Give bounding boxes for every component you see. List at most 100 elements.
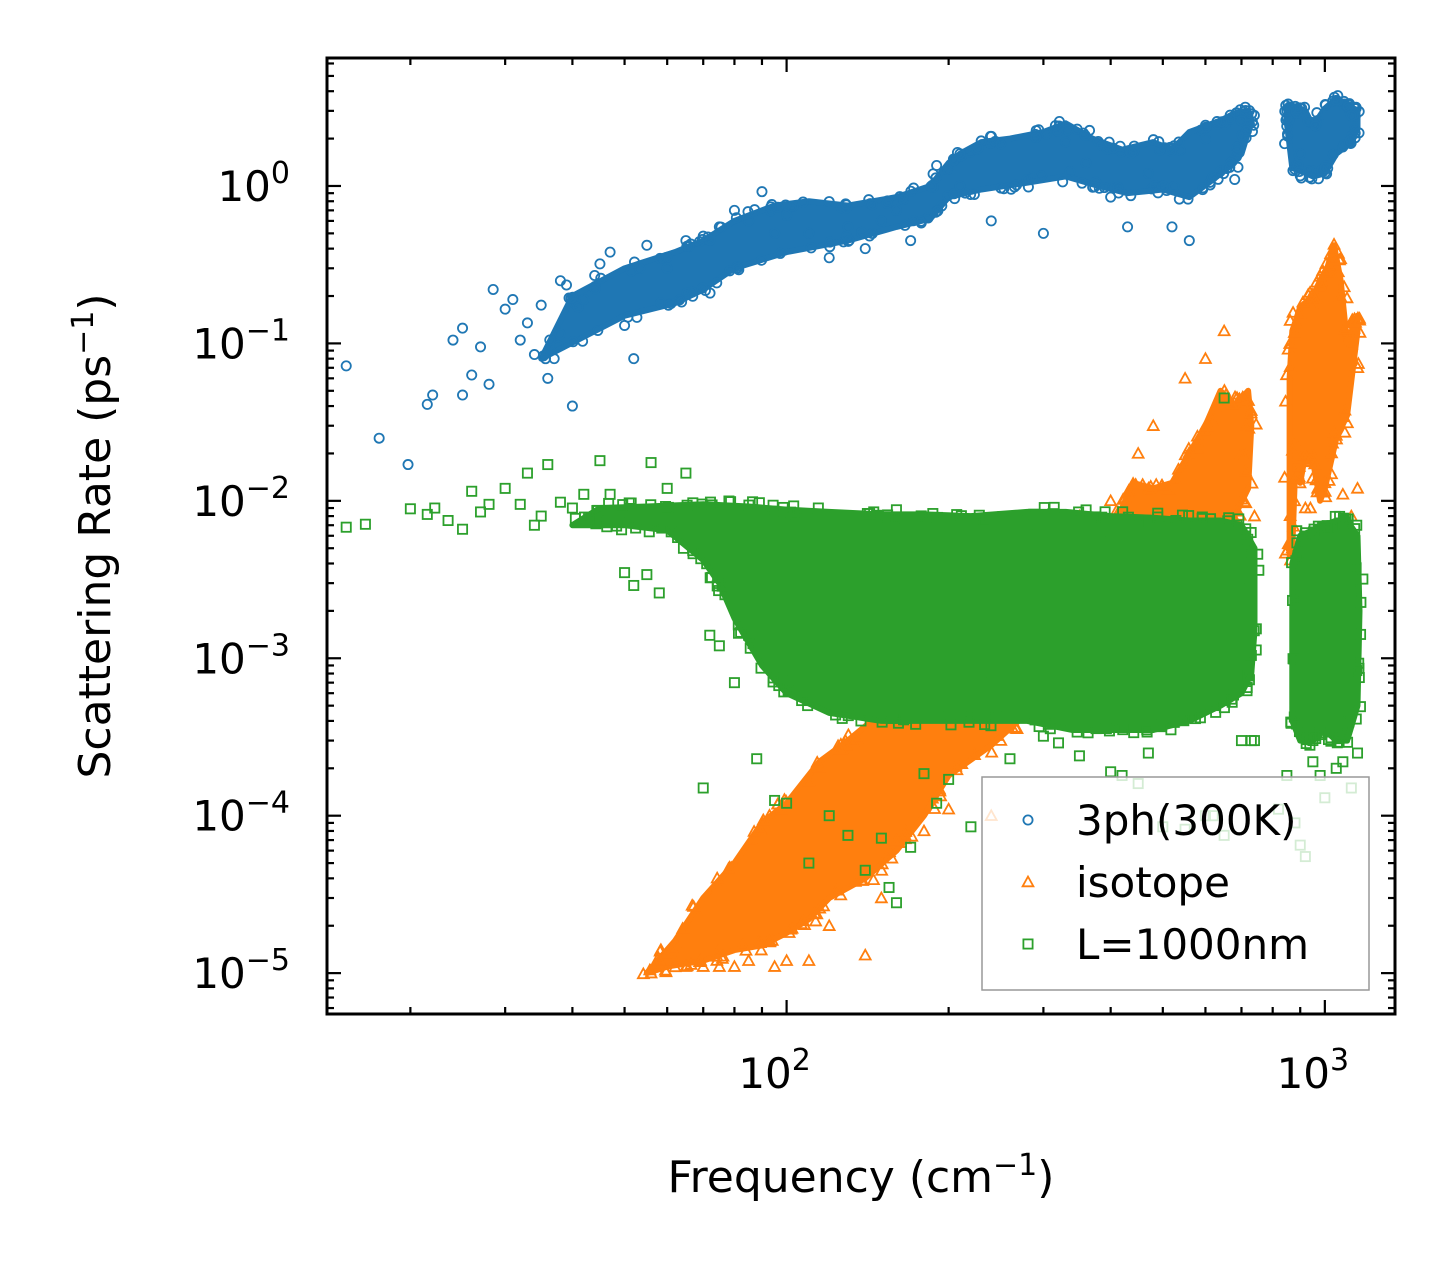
data-point (1099, 506, 1111, 518)
data-point (1348, 123, 1360, 135)
data-point (970, 710, 982, 722)
data-point (402, 459, 414, 471)
data-point (514, 334, 526, 346)
data-point (1183, 235, 1195, 247)
data-point (767, 959, 782, 972)
data-point (1176, 509, 1188, 521)
data-point (942, 164, 954, 176)
data-point (1168, 473, 1183, 486)
data-point (1103, 493, 1118, 507)
data-point (572, 301, 584, 313)
data-point (699, 284, 711, 296)
data-point (1341, 323, 1356, 337)
data-point (542, 459, 554, 471)
data-point (919, 711, 931, 723)
x-axis-label: Frequency (cm−1) (668, 1148, 1055, 1204)
data-point (535, 299, 547, 311)
data-point (1342, 329, 1357, 342)
data-point (710, 879, 725, 892)
data-point (1313, 269, 1328, 282)
data-point (1279, 367, 1294, 381)
data-point (429, 502, 441, 514)
data-point (888, 512, 900, 524)
data-point (1080, 157, 1092, 169)
data-point (747, 496, 759, 508)
data-point (1143, 516, 1155, 528)
y-tick-label: 10−2 (192, 471, 290, 526)
data-point (985, 215, 997, 227)
data-point (823, 196, 835, 208)
data-point (908, 182, 920, 194)
data-point (544, 334, 556, 346)
data-point (528, 519, 540, 531)
data-point (1278, 394, 1293, 407)
data-point (899, 219, 911, 231)
data-point (1010, 510, 1022, 522)
data-point (948, 188, 960, 200)
data-point (730, 212, 742, 224)
data-point (874, 863, 889, 876)
data-point (754, 942, 769, 956)
data-point (971, 143, 983, 155)
data-point (1352, 313, 1367, 326)
data-point (654, 252, 666, 264)
data-point (1281, 120, 1293, 132)
x-tick-label: 102 (738, 1043, 811, 1098)
data-point (1248, 625, 1260, 637)
data-point (890, 204, 902, 216)
data-point (578, 294, 590, 306)
data-point (1105, 536, 1117, 548)
data-point (1049, 120, 1061, 132)
data-point (932, 711, 944, 723)
data-point (1037, 227, 1049, 239)
data-point (1339, 101, 1351, 113)
data-point (1098, 182, 1110, 194)
data-point (644, 965, 658, 979)
data-point (1296, 294, 1310, 308)
data-point (1349, 110, 1361, 122)
data-point (662, 501, 674, 513)
data-point (943, 773, 955, 785)
data-point (735, 937, 750, 951)
data-point (1305, 447, 1320, 461)
data-point (993, 733, 1008, 746)
data-point (772, 201, 784, 213)
data-point (1349, 523, 1361, 535)
data-point (701, 558, 713, 570)
data-point (475, 506, 487, 518)
data-point (373, 432, 385, 444)
data-point (589, 269, 601, 281)
data-point (803, 227, 815, 239)
data-point (931, 797, 943, 809)
data-point (1216, 116, 1228, 128)
data-point (942, 190, 954, 202)
data-point (622, 515, 634, 527)
data-point (781, 209, 793, 221)
data-point (1093, 182, 1105, 194)
data-point (578, 488, 590, 500)
data-point (1114, 140, 1126, 152)
data-point (1132, 516, 1144, 528)
data-point (1310, 484, 1325, 498)
data-point (892, 717, 904, 729)
data-point (1315, 482, 1329, 496)
data-point (855, 873, 870, 886)
data-point (1089, 511, 1101, 523)
data-point (998, 183, 1010, 195)
data-point (1189, 713, 1201, 725)
data-point (1060, 136, 1072, 148)
data-point (770, 796, 785, 810)
data-point (890, 897, 902, 909)
data-point (1240, 132, 1252, 144)
data-point (1351, 665, 1363, 677)
data-point (801, 953, 816, 966)
data-point (753, 935, 768, 949)
data-point (665, 526, 677, 538)
data-point (945, 719, 957, 731)
data-point (1351, 356, 1366, 369)
data-point (1309, 120, 1321, 132)
data-point (645, 457, 657, 469)
data-point (1243, 674, 1255, 686)
data-point (823, 810, 835, 822)
data-point (457, 322, 469, 334)
